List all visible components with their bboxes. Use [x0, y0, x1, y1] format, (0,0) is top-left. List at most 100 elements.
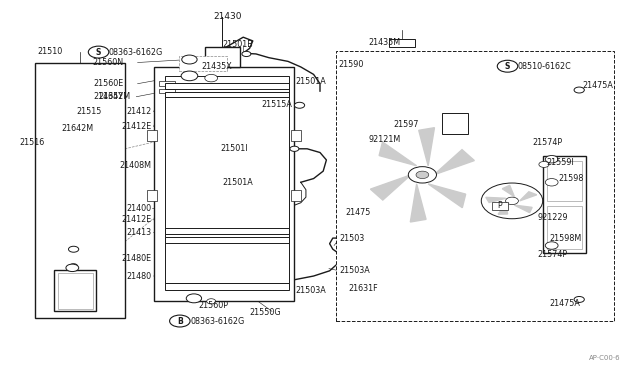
Text: 21590: 21590	[338, 60, 364, 69]
Text: 21501B: 21501B	[222, 40, 253, 49]
Polygon shape	[515, 205, 532, 213]
Text: 21516: 21516	[19, 138, 44, 147]
Circle shape	[408, 167, 436, 183]
Bar	[165, 228, 289, 234]
Bar	[389, 39, 415, 46]
Text: 21560N: 21560N	[92, 58, 124, 67]
Polygon shape	[502, 185, 515, 197]
Text: 08510-6162C: 08510-6162C	[517, 62, 571, 71]
Circle shape	[574, 87, 584, 93]
Text: 21560P: 21560P	[198, 301, 228, 310]
Text: 21435Y: 21435Y	[93, 92, 124, 101]
Text: 21475A: 21475A	[549, 299, 580, 308]
Circle shape	[545, 242, 558, 249]
Text: 21597: 21597	[393, 120, 419, 129]
Text: B: B	[177, 317, 182, 326]
Text: 21574P: 21574P	[532, 138, 563, 147]
Polygon shape	[410, 184, 426, 222]
Text: S: S	[505, 62, 510, 71]
Circle shape	[186, 294, 202, 303]
Bar	[205, 46, 240, 67]
Text: 21560E: 21560E	[93, 79, 124, 88]
Text: 92121M: 92121M	[369, 135, 401, 144]
Text: 21501A: 21501A	[223, 178, 253, 187]
Text: P: P	[497, 201, 502, 210]
Text: 21598: 21598	[559, 174, 584, 183]
Circle shape	[182, 55, 197, 64]
Bar	[165, 84, 289, 283]
Bar	[442, 113, 468, 134]
Bar	[492, 202, 508, 210]
Text: 21501A: 21501A	[296, 77, 326, 86]
Circle shape	[205, 74, 218, 82]
Text: 08363-6162G: 08363-6162G	[109, 48, 163, 57]
Circle shape	[481, 183, 543, 219]
Bar	[147, 190, 157, 201]
Bar	[291, 190, 301, 201]
Polygon shape	[520, 192, 537, 201]
Bar	[54, 270, 96, 311]
Polygon shape	[428, 184, 466, 208]
Polygon shape	[419, 128, 435, 166]
Text: 21430: 21430	[213, 12, 241, 21]
Text: S: S	[96, 48, 101, 57]
Polygon shape	[486, 197, 506, 202]
Text: 21510: 21510	[37, 47, 63, 56]
Text: 21475A: 21475A	[582, 81, 613, 90]
Text: 08363-6162G: 08363-6162G	[190, 317, 244, 326]
Text: 21480: 21480	[127, 272, 152, 280]
Circle shape	[242, 51, 251, 57]
Bar	[291, 130, 301, 141]
Bar	[165, 283, 289, 290]
Circle shape	[181, 71, 198, 81]
Circle shape	[70, 264, 77, 268]
Bar	[147, 130, 157, 141]
Polygon shape	[434, 150, 474, 175]
Text: 921229: 921229	[538, 213, 568, 222]
Text: 21400: 21400	[127, 204, 152, 213]
Circle shape	[68, 246, 79, 252]
Ellipse shape	[355, 112, 490, 238]
Circle shape	[88, 46, 109, 58]
Text: 21503A: 21503A	[296, 286, 326, 295]
Circle shape	[574, 296, 584, 302]
Text: 21412E: 21412E	[122, 215, 152, 224]
Circle shape	[66, 264, 79, 272]
Text: 21515A: 21515A	[261, 100, 292, 109]
Text: 21631F: 21631F	[348, 284, 378, 293]
Text: 21412: 21412	[127, 107, 152, 116]
Text: 21503A: 21503A	[339, 266, 370, 275]
Bar	[159, 89, 175, 93]
Text: 21408M: 21408M	[120, 161, 152, 170]
Bar	[336, 51, 614, 321]
Text: 21559l: 21559l	[546, 158, 573, 167]
Circle shape	[416, 171, 429, 179]
Circle shape	[539, 161, 549, 167]
Bar	[543, 156, 586, 253]
Bar	[154, 67, 294, 301]
Text: 21475: 21475	[346, 208, 371, 217]
Bar	[165, 92, 289, 97]
Bar	[58, 273, 93, 309]
Text: 21413: 21413	[127, 228, 152, 237]
Circle shape	[290, 146, 299, 151]
Circle shape	[545, 179, 558, 186]
Text: 21435X: 21435X	[202, 62, 232, 71]
Circle shape	[497, 60, 518, 72]
Bar	[179, 56, 227, 71]
Text: 21412E: 21412E	[122, 122, 152, 131]
Bar	[547, 161, 582, 201]
Circle shape	[207, 299, 216, 304]
Circle shape	[294, 102, 305, 108]
Text: 21515: 21515	[77, 107, 102, 116]
Bar	[165, 83, 289, 89]
Text: AP·C00·6: AP·C00·6	[589, 355, 621, 361]
Text: 21480E: 21480E	[122, 254, 152, 263]
Circle shape	[170, 315, 190, 327]
Text: 21642M: 21642M	[61, 124, 93, 133]
Text: 21435M: 21435M	[368, 38, 400, 47]
Bar	[159, 81, 175, 86]
Bar	[165, 76, 289, 84]
Text: 21574P: 21574P	[538, 250, 568, 259]
Bar	[547, 206, 582, 249]
